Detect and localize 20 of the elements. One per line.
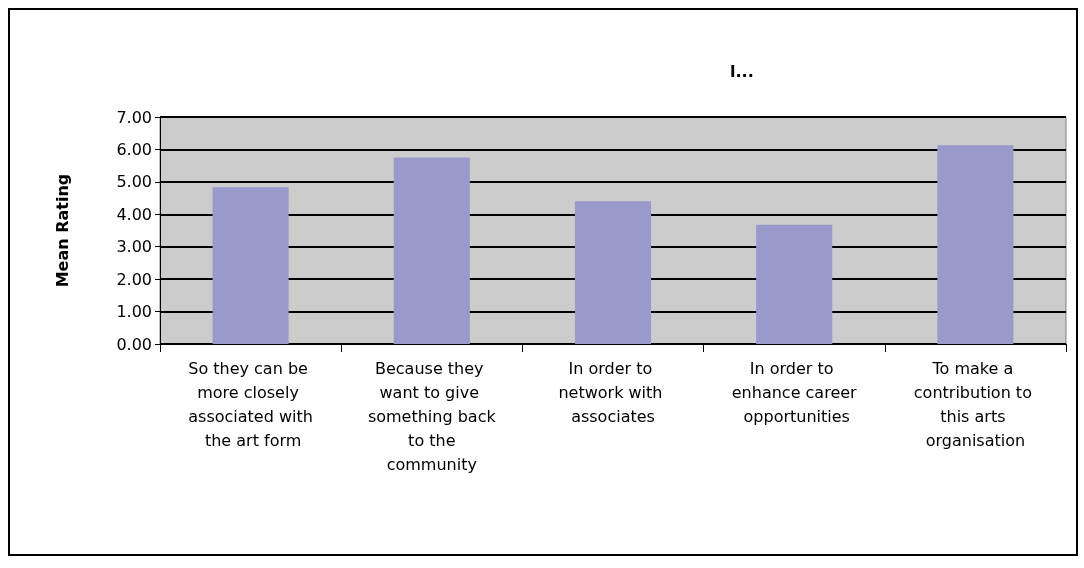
bar — [393, 157, 470, 344]
x-tick-label: Because they want to give something back to the community — [367, 358, 497, 474]
y-tick-label: 3.00 — [116, 237, 152, 257]
x-tick-label: To make a contribution to this arts organisation — [913, 358, 1037, 450]
chart-title: l... — [730, 61, 754, 81]
y-tick-label: 5.00 — [116, 172, 152, 192]
y-tick-label: 2.00 — [116, 269, 152, 289]
bar — [574, 201, 652, 344]
y-tick-label: 4.00 — [116, 204, 152, 224]
bar — [756, 224, 833, 344]
y-tick-label: 0.00 — [116, 334, 152, 354]
x-tick-label: In order to network with associates — [558, 358, 668, 426]
y-tick-label: 7.00 — [116, 107, 152, 127]
x-tick-label: In order to enhance career opportunities — [731, 358, 858, 426]
bar — [937, 145, 1014, 344]
y-axis-title: Mean Rating — [52, 173, 72, 288]
y-tick-label: 6.00 — [116, 139, 152, 159]
bar — [212, 187, 289, 344]
y-tick-label: 1.00 — [116, 302, 152, 322]
x-tick-label: So they can be more closely associated with the art form — [188, 358, 313, 450]
